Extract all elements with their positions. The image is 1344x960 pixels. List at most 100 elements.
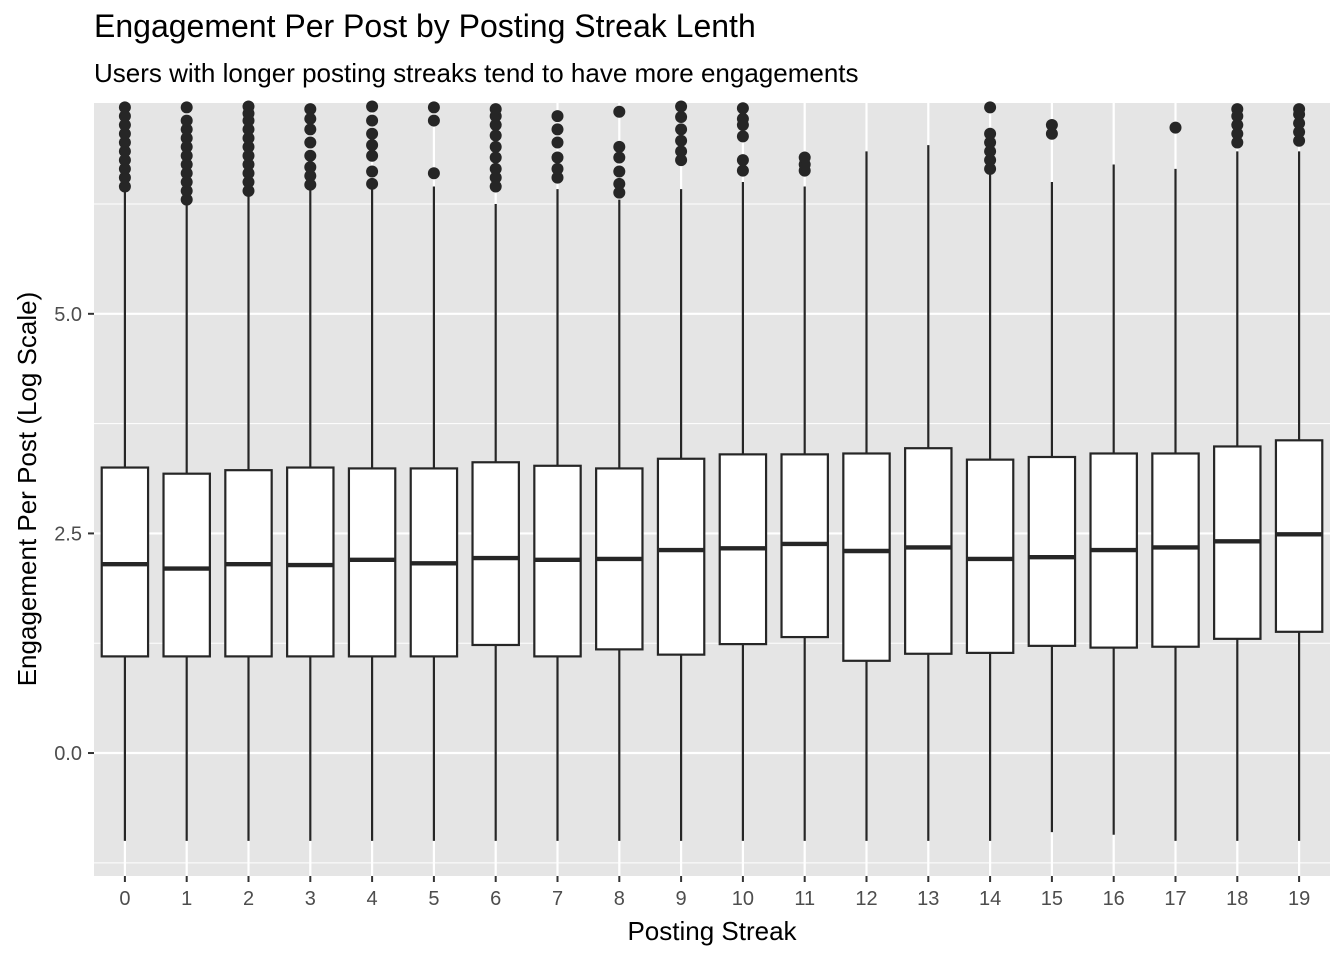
outlier-point <box>304 112 317 125</box>
outlier-point <box>489 129 502 142</box>
x-tick-label: 15 <box>1041 888 1063 910</box>
outlier-point <box>242 132 255 145</box>
y-tick-label: 5.0 <box>54 304 82 326</box>
box-group-6 <box>471 103 520 841</box>
outlier-point <box>304 178 317 191</box>
x-tick-label: 4 <box>367 888 378 910</box>
x-tick-label: 5 <box>428 888 439 910</box>
x-tick-label: 10 <box>732 888 754 910</box>
outlier-point <box>366 139 379 152</box>
outlier-point <box>551 110 564 123</box>
outlier-point <box>1231 127 1244 140</box>
box-group-5 <box>409 101 459 841</box>
outlier-point <box>736 164 749 177</box>
outlier-point <box>489 162 502 175</box>
outlier-point <box>366 149 379 162</box>
y-tick-label: 0.0 <box>54 743 82 765</box>
outlier-point <box>1231 103 1244 116</box>
outlier-point <box>366 100 379 113</box>
x-tick-label: 1 <box>181 888 192 910</box>
box-group-17 <box>1151 121 1200 841</box>
outlier-point <box>242 184 255 197</box>
box-group-8 <box>595 105 644 841</box>
box-group-16 <box>1089 164 1138 835</box>
outlier-point <box>736 130 749 143</box>
box <box>162 472 211 658</box>
x-tick-label: 2 <box>243 888 254 910</box>
outlier-point <box>180 158 193 171</box>
outlier-point <box>489 140 502 153</box>
outlier-point <box>675 154 688 167</box>
outlier-point <box>489 103 502 116</box>
box <box>842 452 891 662</box>
outlier-point <box>180 149 193 162</box>
outlier-point <box>984 101 997 114</box>
outlier-point <box>118 154 131 167</box>
outlier-point <box>242 140 255 153</box>
box-group-10 <box>718 102 768 841</box>
box-group-4 <box>347 100 397 841</box>
outlier-point <box>613 140 626 153</box>
outlier-point <box>551 136 564 149</box>
outlier-point <box>551 171 564 184</box>
outlier-point <box>551 151 564 164</box>
x-tick-label: 13 <box>917 888 939 910</box>
outlier-point <box>736 102 749 115</box>
outlier-point <box>613 165 626 178</box>
box-group-12 <box>842 151 891 841</box>
outlier-point <box>489 180 502 193</box>
outlier-point <box>427 167 440 180</box>
outlier-point <box>1293 103 1306 116</box>
outlier-point <box>118 180 131 193</box>
outlier-point <box>304 169 317 182</box>
outlier-point <box>675 123 688 136</box>
outlier-point <box>489 171 502 184</box>
outlier-point <box>798 151 811 164</box>
outlier-point <box>180 140 193 153</box>
outlier-point <box>304 103 317 116</box>
outlier-point <box>1293 125 1306 138</box>
outlier-point <box>118 136 131 149</box>
box-series <box>100 100 1324 841</box>
outlier-point <box>118 162 131 175</box>
outlier-point <box>736 112 749 125</box>
x-tick-label: 12 <box>855 888 877 910</box>
outlier-point <box>366 114 379 127</box>
outlier-point <box>304 149 317 162</box>
box-group-7 <box>533 110 582 841</box>
outlier-point <box>489 151 502 164</box>
y-axis-title: Engagement Per Post (Log Scale) <box>12 292 42 687</box>
x-tick-label: 11 <box>794 888 815 910</box>
outlier-point <box>984 136 997 149</box>
x-tick-label: 17 <box>1164 888 1186 910</box>
outlier-point <box>242 176 255 189</box>
outlier-point <box>242 149 255 162</box>
outlier-point <box>180 114 193 127</box>
outlier-point <box>489 118 502 131</box>
outlier-point <box>427 101 440 114</box>
outlier-point <box>180 176 193 189</box>
outlier-point <box>366 165 379 178</box>
outlier-point <box>1231 118 1244 131</box>
x-axis: 0 1 2 3 4 5 6 7 8 9 10 11 12 13 14 15 16 17 18 19 <box>119 876 1310 910</box>
box-group-14 <box>965 101 1015 841</box>
outlier-point <box>551 123 564 136</box>
x-tick-label: 14 <box>979 888 1001 910</box>
box-group-11 <box>780 151 829 841</box>
box-group-3 <box>286 103 335 841</box>
box <box>286 466 335 658</box>
outlier-point <box>675 111 688 124</box>
x-tick-label: 19 <box>1288 888 1310 910</box>
outlier-point <box>366 127 379 140</box>
outlier-point <box>180 193 193 206</box>
x-tick-label: 0 <box>119 888 130 910</box>
outlier-point <box>242 158 255 171</box>
y-axis: 0.0 2.5 5.0 <box>54 304 94 765</box>
box <box>1151 452 1200 648</box>
outlier-point <box>984 154 997 167</box>
outlier-point <box>984 127 997 140</box>
outlier-point <box>1045 127 1058 140</box>
outlier-point <box>180 123 193 136</box>
outlier-point <box>118 118 131 131</box>
